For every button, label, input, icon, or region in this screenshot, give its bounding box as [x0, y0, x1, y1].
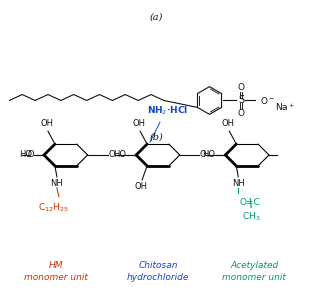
Text: NH: NH — [51, 179, 63, 188]
Text: HO: HO — [19, 150, 32, 159]
Text: Na$^+$: Na$^+$ — [275, 102, 295, 113]
Text: HO: HO — [113, 150, 126, 159]
Text: O=C: O=C — [239, 198, 260, 207]
Text: NH$_2$·HCl: NH$_2$·HCl — [147, 105, 188, 117]
Text: OH: OH — [41, 119, 53, 128]
Text: (a): (a) — [149, 12, 163, 21]
Text: HO: HO — [202, 150, 216, 159]
Text: monomer unit: monomer unit — [24, 273, 88, 282]
Text: O: O — [238, 83, 245, 92]
Text: NH: NH — [232, 179, 245, 188]
Text: O: O — [199, 150, 206, 159]
Text: CH$_3$: CH$_3$ — [242, 211, 261, 223]
Text: OH: OH — [135, 182, 148, 191]
Text: HM: HM — [49, 261, 63, 270]
Text: Acetylated: Acetylated — [230, 261, 278, 270]
Text: O: O — [27, 150, 34, 159]
Text: O: O — [109, 150, 115, 159]
Text: C$_{12}$H$_{25}$: C$_{12}$H$_{25}$ — [38, 202, 69, 214]
Text: OH: OH — [222, 119, 235, 128]
Text: OH: OH — [133, 119, 146, 128]
Text: S: S — [238, 95, 244, 106]
Text: hydrochloride: hydrochloride — [127, 273, 189, 282]
Text: (b): (b) — [149, 132, 163, 141]
Text: O$^-$: O$^-$ — [260, 95, 275, 106]
Text: Chitosan: Chitosan — [138, 261, 178, 270]
Text: monomer unit: monomer unit — [222, 273, 286, 282]
Text: O: O — [238, 109, 245, 118]
